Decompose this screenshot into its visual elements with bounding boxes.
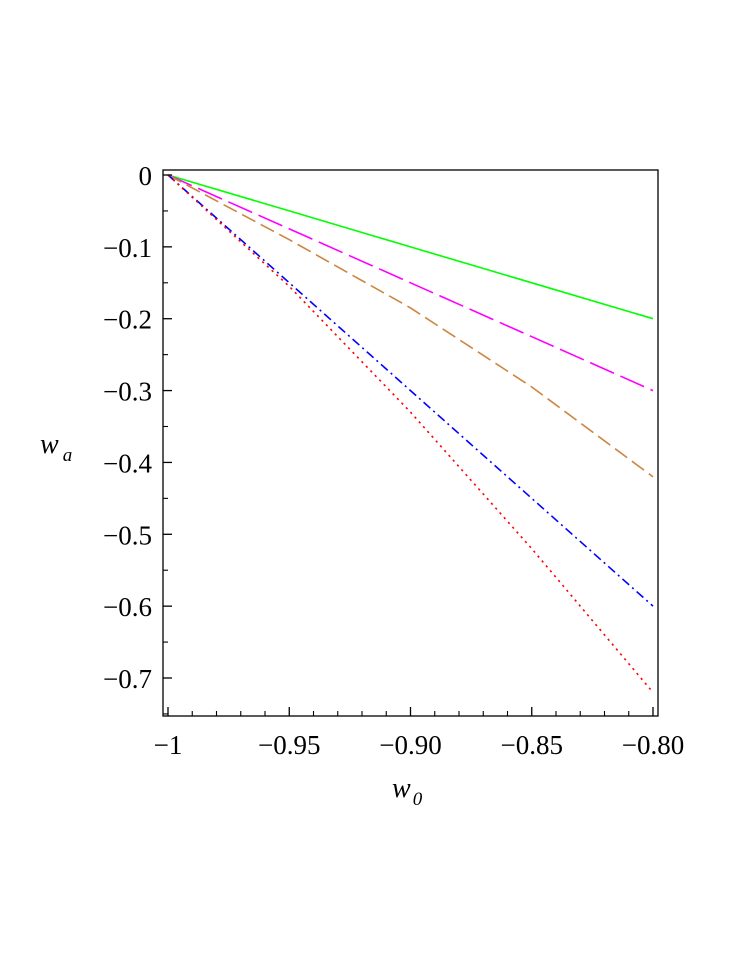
series-line-2 [167, 174, 654, 392]
y-tick-label: −0.4 [103, 448, 152, 478]
x-tick-label: −0.80 [622, 730, 684, 760]
series-line-5 [167, 174, 654, 693]
x-axis-label-subscript: 0 [413, 789, 423, 810]
y-tick-label: −0.7 [103, 664, 152, 694]
y-tick-label: −0.2 [103, 305, 152, 335]
series-line-1 [167, 174, 654, 320]
x-tick-label: −0.95 [258, 730, 320, 760]
y-tick-label: −0.5 [103, 520, 152, 550]
y-tick-label: −0.6 [103, 592, 152, 622]
y-axis-label-subscript: a [63, 445, 73, 466]
series-line-3 [167, 174, 654, 478]
x-axis-label-main: w [392, 773, 411, 804]
x-axis: −1 −0.95 −0.90 −0.85 −0.80 [154, 707, 684, 760]
y-tick-label: 0 [139, 161, 153, 191]
x-tick-label: −0.90 [379, 730, 441, 760]
y-tick-label: −0.1 [103, 233, 152, 263]
plot-frame [162, 169, 659, 717]
y-axis-label-main: w [40, 429, 59, 460]
y-axis: 0 −0.1 −0.2 −0.3 −0.4 −0.5 −0.6 −0.7 [103, 161, 172, 715]
x-tick-label: −0.85 [501, 730, 563, 760]
series-layer [167, 174, 654, 693]
series-line-4 [167, 174, 654, 607]
y-tick-label: −0.3 [103, 377, 152, 407]
x-tick-label: −1 [154, 730, 183, 760]
